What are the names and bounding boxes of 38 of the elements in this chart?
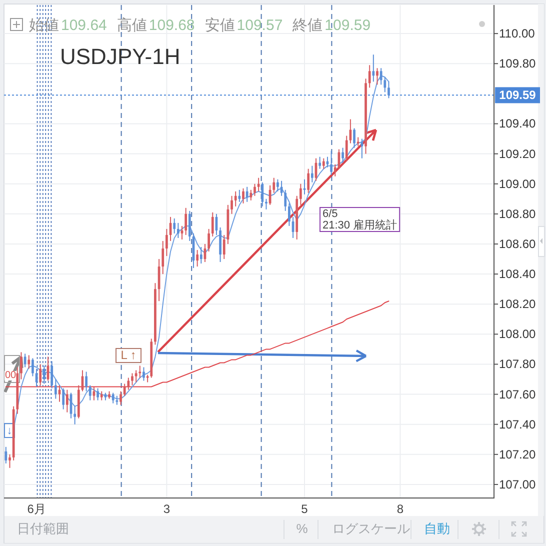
y-tick-label: 109.20 (499, 146, 536, 161)
x-tick-label: 5 (301, 502, 308, 516)
annotation: L ↑ (120, 348, 136, 362)
annotation: 始値 (29, 17, 59, 34)
x-tick-label: 3 (163, 502, 170, 516)
text: % (296, 521, 308, 536)
x-tick-label: 8 (396, 502, 404, 516)
note: L ↑ (116, 348, 142, 363)
y-tick-label: 108.00 (499, 327, 536, 342)
y-tick-label: 109.80 (499, 56, 536, 71)
annotation: 安値 (204, 17, 235, 34)
ref-line-label: 109.59 (499, 88, 536, 102)
text: 日付範囲 (17, 521, 69, 536)
y-tick-label: 107.80 (499, 357, 536, 372)
annotation: 00 (5, 370, 17, 381)
y-tick-label: 108.80 (499, 206, 536, 221)
y-tick-label: 110.00 (499, 26, 536, 41)
y-tick-label: 107.20 (499, 447, 536, 462)
annotation: 終値 (292, 17, 323, 34)
y-tick-label: 107.60 (499, 387, 536, 402)
annotation: 109.57 (236, 17, 283, 34)
x-tick-label: 6月 (27, 502, 46, 516)
y-tick-label: 107.00 (499, 477, 536, 492)
annotation: ↓ (6, 425, 12, 437)
annotation: 109.59 (324, 17, 371, 34)
text: ログスケール (332, 521, 410, 536)
note: 6/5 21:30 雇用統計 (320, 207, 400, 232)
text: 自動 (424, 521, 450, 536)
annotation: 109.64 (61, 17, 107, 34)
y-tick-label: 107.40 (499, 417, 536, 432)
y-tick-label: 109.40 (499, 116, 536, 131)
y-tick-label: 108.60 (499, 236, 536, 251)
text: USDJPY-1H (60, 44, 180, 69)
y-tick-label: 108.20 (499, 297, 536, 312)
annotation: 高値 (116, 17, 147, 34)
y-tick-label: 108.40 (499, 267, 536, 282)
y-tick-label: 109.00 (499, 176, 536, 191)
annotation: 109.68 (148, 17, 195, 34)
